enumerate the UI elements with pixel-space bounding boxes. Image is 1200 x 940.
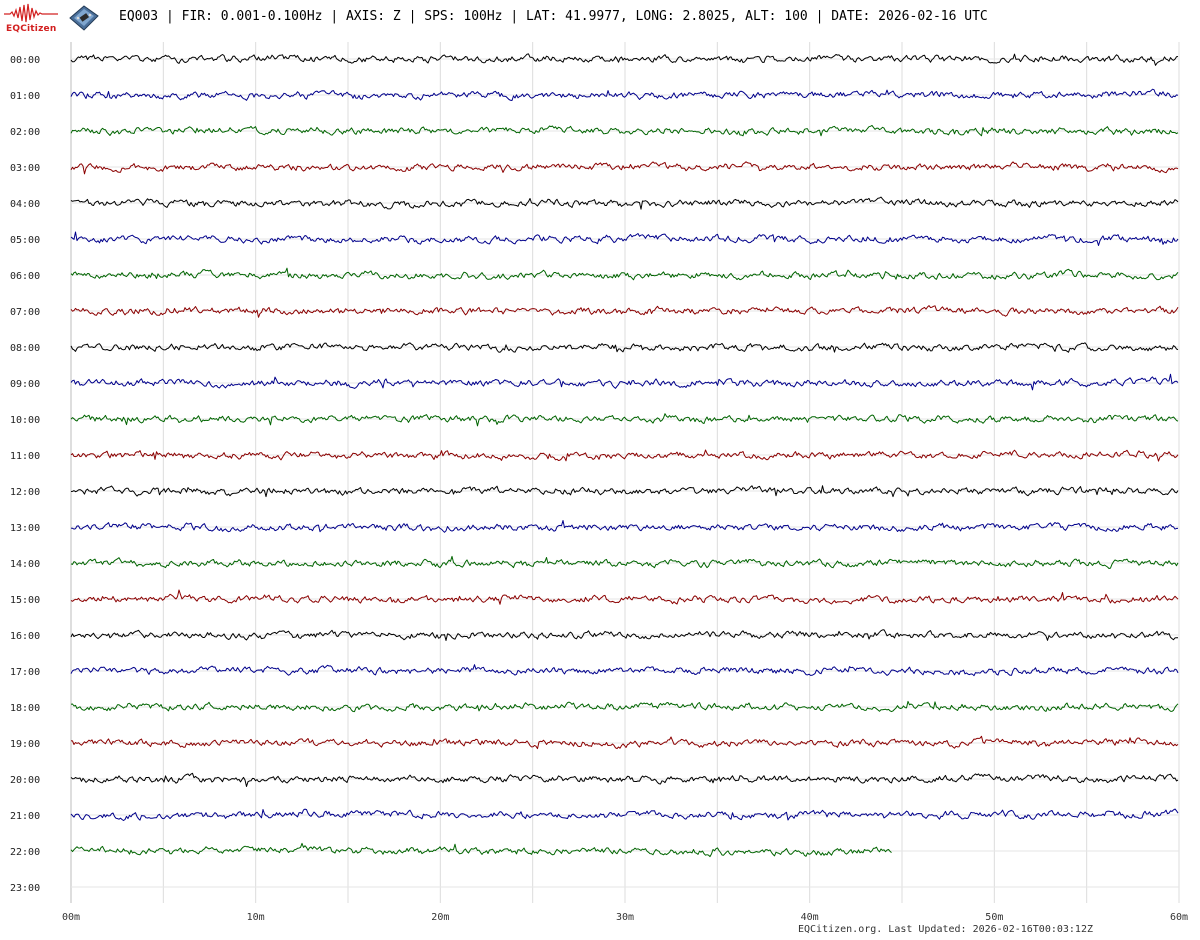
eqcitizen-logo: EQCitizen	[2, 2, 60, 36]
row-time-label: 23:00	[10, 883, 40, 894]
row-time-label: 12:00	[10, 487, 40, 498]
row-time-label: 20:00	[10, 775, 40, 786]
row-time-label: 09:00	[10, 379, 40, 390]
sensor-device-icon	[69, 5, 99, 31]
trace-1000	[70, 413, 1179, 427]
x-tick-label: 20m	[431, 912, 449, 923]
trace-0200	[70, 124, 1179, 137]
row-time-label: 18:00	[10, 703, 40, 714]
trace-1600	[70, 629, 1179, 641]
trace-2200	[70, 842, 892, 858]
trace-1100	[70, 449, 1179, 462]
row-time-label: 11:00	[10, 451, 40, 462]
row-time-label: 07:00	[10, 307, 40, 318]
row-time-label: 16:00	[10, 631, 40, 642]
trace-1700	[70, 664, 1179, 677]
trace-0500	[70, 231, 1179, 246]
row-time-label: 17:00	[10, 667, 40, 678]
trace-1900	[70, 735, 1179, 750]
x-tick-label: 10m	[247, 912, 265, 923]
x-tick-label: 30m	[616, 912, 634, 923]
x-tick-label: 40m	[801, 912, 819, 923]
seismic-wave-icon	[4, 3, 58, 23]
trace-0900	[70, 373, 1179, 391]
trace-0400	[70, 196, 1179, 210]
row-time-label: 04:00	[10, 199, 40, 210]
x-tick-label: 60m	[1170, 912, 1188, 923]
row-time-label: 13:00	[10, 523, 40, 534]
trace-0600	[70, 267, 1179, 281]
row-time-label: 06:00	[10, 271, 40, 282]
chart-title: EQ003 | FIR: 0.001-0.100Hz | AXIS: Z | S…	[119, 9, 988, 24]
row-time-label: 08:00	[10, 343, 40, 354]
trace-0000	[70, 53, 1179, 66]
trace-1200	[70, 485, 1179, 498]
row-time-label: 00:00	[10, 55, 40, 66]
trace-1500	[70, 589, 1179, 605]
row-time-label: 21:00	[10, 811, 40, 822]
trace-0300	[70, 161, 1179, 175]
row-time-label: 10:00	[10, 415, 40, 426]
x-tick-label: 50m	[985, 912, 1003, 923]
row-time-label: 19:00	[10, 739, 40, 750]
row-time-label: 02:00	[10, 127, 40, 138]
row-time-label: 03:00	[10, 163, 40, 174]
trace-1400	[70, 555, 1179, 569]
x-tick-label: 00m	[62, 912, 80, 923]
row-time-label: 22:00	[10, 847, 40, 858]
logo-text: EQCitizen	[6, 24, 57, 34]
trace-0700	[70, 305, 1179, 318]
trace-1800	[70, 700, 1179, 713]
trace-1300	[70, 520, 1178, 533]
trace-2100	[70, 808, 1179, 821]
row-time-label: 05:00	[10, 235, 40, 246]
last-updated-footer: EQCitizen.org. Last Updated: 2026-02-16T…	[797, 924, 1093, 935]
row-time-label: 14:00	[10, 559, 40, 570]
row-time-label: 15:00	[10, 595, 40, 606]
row-time-label: 01:00	[10, 91, 40, 102]
trace-2000	[70, 772, 1179, 787]
trace-0100	[70, 88, 1179, 101]
trace-0800	[70, 342, 1179, 353]
header: EQCitizen EQ003 | FIR: 0.001-0.100Hz | A…	[0, 0, 1200, 36]
